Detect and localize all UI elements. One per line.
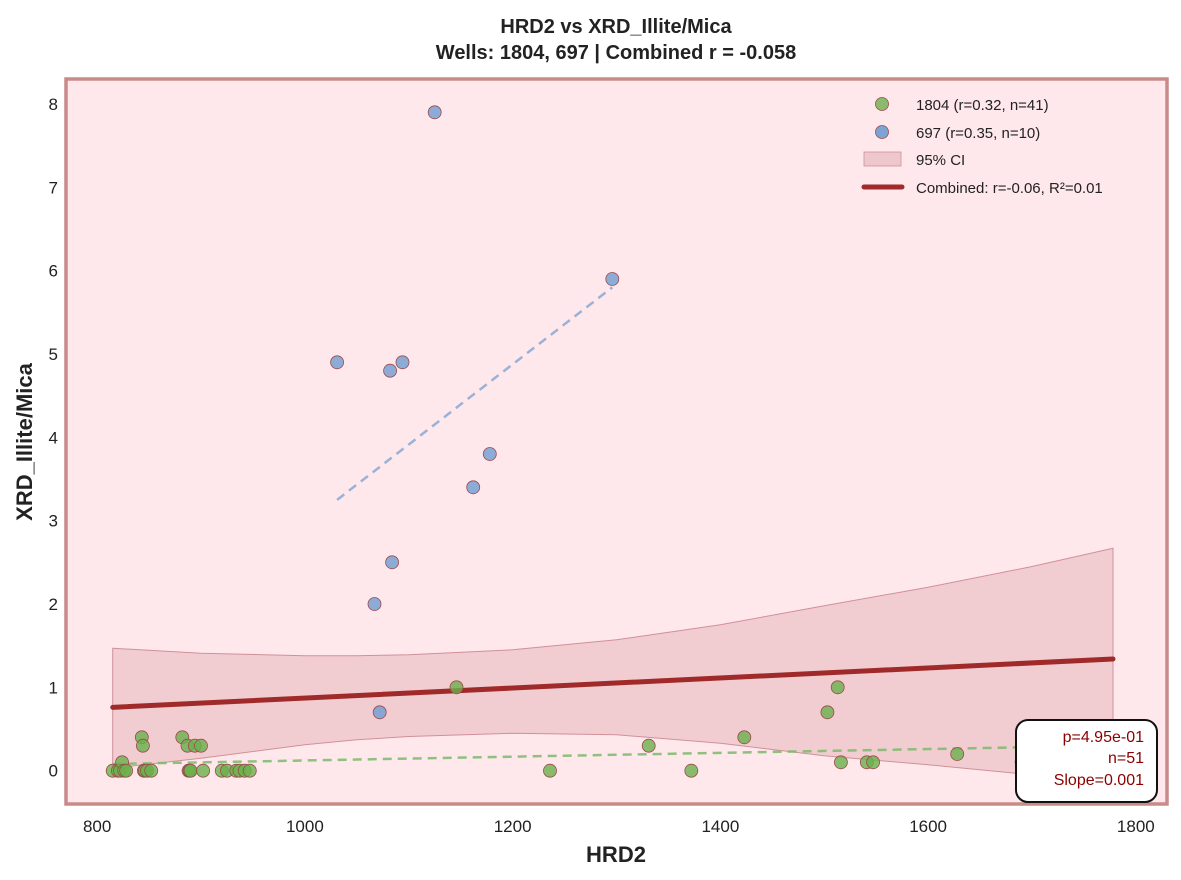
y-tick-label: 2 [49,595,58,614]
point-697 [605,272,620,286]
x-tick-label: 1200 [494,817,532,836]
y-tick-label: 6 [49,262,58,281]
y-tick-label: 1 [49,678,58,697]
point-1804 [641,738,656,753]
point-1804 [830,680,845,695]
point-697 [395,355,410,370]
plot-frame [64,77,1169,806]
point-1804 [183,763,198,778]
y-tick-label: 4 [49,428,58,447]
y-tick-label: 5 [49,345,58,364]
legend-label-combined: Combined: r=-0.06, R²=0.01 [916,180,1103,197]
trend-line-697 [336,286,614,501]
y-tick-label: 0 [49,762,58,781]
point-697 [385,555,400,570]
combined-regression-line [110,656,1116,710]
y-tick-label: 3 [49,512,58,531]
point-1804 [449,680,464,695]
x-tick-label: 1800 [1117,817,1155,836]
y-axis-ticks: 0 1 2 3 4 5 6 7 8 [49,95,58,781]
legend-marker-697 [875,125,889,139]
chart-title-line2: Wells: 1804, 697 | Combined r = -0.058 [436,42,796,64]
legend-label-697: 697 (r=0.35, n=10) [916,125,1040,142]
x-axis-label: HRD2 [586,842,646,867]
legend-label-ci: 95% CI [916,152,965,169]
legend-label-1804: 1804 (r=0.32, n=41) [916,97,1049,114]
point-697 [367,597,382,611]
point-697 [427,105,442,120]
chart-title-line1: HRD2 vs XRD_Illite/Mica [500,16,732,38]
legend-marker-1804 [875,97,889,111]
point-1804 [820,705,835,720]
stats-box: p=4.95e-01 n=51 Slope=0.001 [1015,719,1158,803]
y-axis-label: XRD_Illite/Mica [12,362,37,520]
x-axis-ticks: 800 1000 1200 1400 1600 1800 [83,817,1155,836]
legend-marker-ci [863,151,902,167]
point-697 [482,447,497,461]
point-1804 [737,730,752,745]
point-1804 [684,763,699,778]
legend: 1804 (r=0.32, n=41) 697 (r=0.35, n=10) 9… [861,97,1103,197]
y-tick-label: 8 [49,95,58,114]
y-tick-label: 7 [49,178,58,197]
x-tick-label: 800 [83,817,111,836]
point-697 [383,363,398,378]
point-1804 [866,755,880,770]
x-tick-label: 1600 [909,817,947,836]
stats-box-frame [1015,719,1158,803]
x-tick-label: 1000 [286,817,324,836]
point-1804 [242,763,257,778]
point-697 [330,355,345,370]
point-1804 [950,747,965,761]
point-1804 [196,763,211,778]
point-1804 [194,738,208,753]
point-1804 [834,755,848,770]
trend-lines-layer [110,286,1116,766]
stats-n-value: n=51 [1108,750,1144,767]
x-tick-label: 1400 [701,817,739,836]
point-697 [466,480,481,495]
point-1804 [119,763,134,778]
trend-line-1804 [112,744,1114,766]
point-1804 [144,763,159,778]
point-697 [372,705,387,720]
point-1804 [543,763,557,778]
point-1804 [135,738,150,753]
stats-slope-value: Slope=0.001 [1054,772,1144,789]
stats-p-value: p=4.95e-01 [1063,729,1145,746]
